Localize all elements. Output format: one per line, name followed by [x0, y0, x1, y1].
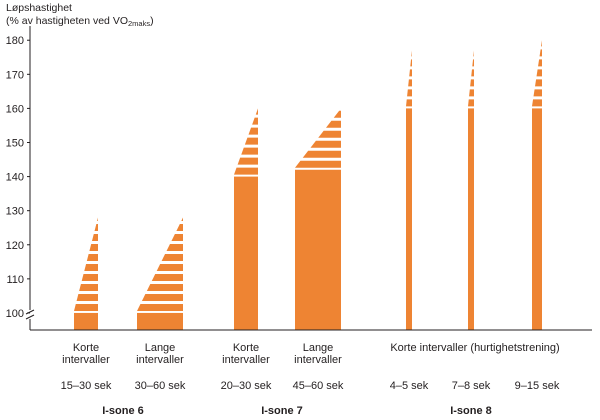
bar-stripe: [408, 79, 412, 87]
bar-stripe: [89, 243, 98, 251]
bar-stripe: [409, 69, 412, 77]
category-label-line1: Korte: [232, 342, 260, 354]
y-tick-label: 170: [6, 69, 24, 81]
bar-stripe: [166, 243, 183, 251]
bar-stripe: [532, 99, 542, 107]
category-label-line2: intervaller: [136, 354, 184, 366]
bar-stripe: [533, 89, 542, 97]
bar-stripe: [536, 69, 542, 77]
y-tick-label: 140: [6, 172, 24, 184]
category-label-line2: intervaller: [294, 354, 342, 366]
bar-stripe: [325, 120, 341, 128]
category-label-line2: intervaller: [222, 354, 270, 366]
bar-stripe: [244, 137, 258, 145]
bar-stripe: [318, 130, 341, 138]
bar-solid: [234, 176, 258, 330]
duration-label: 45–60 sek: [292, 380, 344, 392]
bar-stripe: [406, 99, 412, 107]
bars-layer: [74, 40, 542, 330]
y-tick-label: 180: [6, 35, 24, 47]
bar-stripe: [473, 50, 474, 57]
axis-break-mark: [25, 309, 35, 320]
zone-label: I-sone 8: [450, 405, 492, 417]
axis-layer: 100 110 120 130 140 150 160 170 180: [6, 26, 592, 331]
bar-solid: [74, 312, 98, 330]
duration-label: 20–30 sek: [220, 380, 272, 392]
bar-stripe: [141, 293, 183, 301]
bar-stripe: [181, 217, 183, 221]
y-axis-title: Løpshastighet (% av hastigheten ved VO2m…: [6, 2, 154, 30]
bar-stripe: [176, 223, 183, 231]
bar-stripe: [97, 217, 98, 221]
bar-stripe: [248, 127, 258, 135]
duration-label: 30–60 sek: [134, 380, 186, 392]
bar-stripe: [471, 69, 474, 77]
duration-label: 4–5 sek: [389, 380, 429, 392]
bar-stripe: [156, 263, 183, 271]
bar-stripe: [234, 167, 258, 175]
bar-stripe: [255, 108, 258, 115]
y-tick-label: 120: [6, 240, 24, 252]
duration-label: 15–30 sek: [60, 380, 112, 392]
bar-solid: [468, 108, 474, 330]
category-label-line2: intervaller: [62, 354, 110, 366]
y-tick-label: 150: [6, 138, 24, 150]
duration-label: 9–15 sek: [514, 380, 560, 392]
bar-solid: [406, 108, 412, 330]
bar-stripe: [470, 79, 474, 87]
bar-stripe: [151, 273, 183, 281]
y-tick-label: 100: [6, 308, 24, 320]
bar-stripe: [81, 273, 98, 281]
bar-stripe: [137, 303, 183, 311]
y-tick-label: 160: [6, 103, 24, 115]
y-axis-title-line1: Løpshastighet: [6, 2, 72, 14]
bar-stripe: [79, 283, 98, 291]
bar-stripe: [241, 147, 258, 155]
bar-stripe: [541, 40, 542, 47]
bar-stripe: [538, 59, 542, 67]
bar-stripe: [468, 99, 474, 107]
bar-stripe: [86, 253, 98, 261]
zone-label: I-sone 6: [102, 405, 144, 417]
bar-stripe: [410, 59, 412, 67]
bar-stripe: [76, 293, 98, 301]
bar-stripe: [252, 117, 258, 125]
bar-stripe: [295, 160, 341, 168]
bar-stripe: [94, 223, 98, 231]
bar-stripe: [161, 253, 183, 261]
bar-stripe: [411, 50, 412, 57]
bar-stripe: [84, 263, 98, 271]
bar-stripe: [469, 89, 474, 97]
category-label-line1: Lange: [144, 342, 176, 354]
bar-stripe: [302, 150, 341, 158]
bar-stripe: [171, 233, 183, 241]
bar-stripe: [310, 140, 341, 148]
group-label: Korte intervaller (hurtighetstrening): [390, 342, 560, 354]
category-label-line1: Lange: [302, 342, 334, 354]
bar-stripe: [535, 79, 542, 87]
duration-label: 7–8 sek: [451, 380, 491, 392]
zone-label: I-sone 7: [261, 405, 303, 417]
bar-stripe: [333, 110, 341, 118]
bar-solid: [137, 312, 183, 330]
bar-stripe: [539, 49, 542, 57]
y-tick-label: 110: [6, 274, 24, 286]
bar-stripe: [74, 303, 98, 311]
y-axis-title-line2: (% av hastigheten ved VO2maks): [6, 15, 154, 28]
bar-stripe: [91, 233, 98, 241]
bar-solid: [295, 169, 341, 330]
category-label-line1: Korte: [72, 342, 100, 354]
bar-solid: [532, 108, 542, 330]
bar-stripe: [472, 59, 474, 67]
bar-stripe: [237, 157, 258, 165]
bar-stripe: [146, 283, 183, 291]
bar-stripe: [407, 89, 412, 97]
y-tick-label: 130: [6, 206, 24, 218]
